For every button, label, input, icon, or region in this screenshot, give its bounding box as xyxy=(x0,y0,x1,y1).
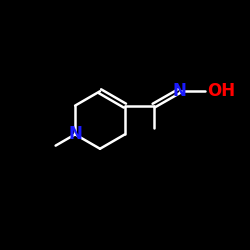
Text: N: N xyxy=(68,126,82,144)
Text: N: N xyxy=(173,82,187,100)
Text: OH: OH xyxy=(207,82,235,100)
